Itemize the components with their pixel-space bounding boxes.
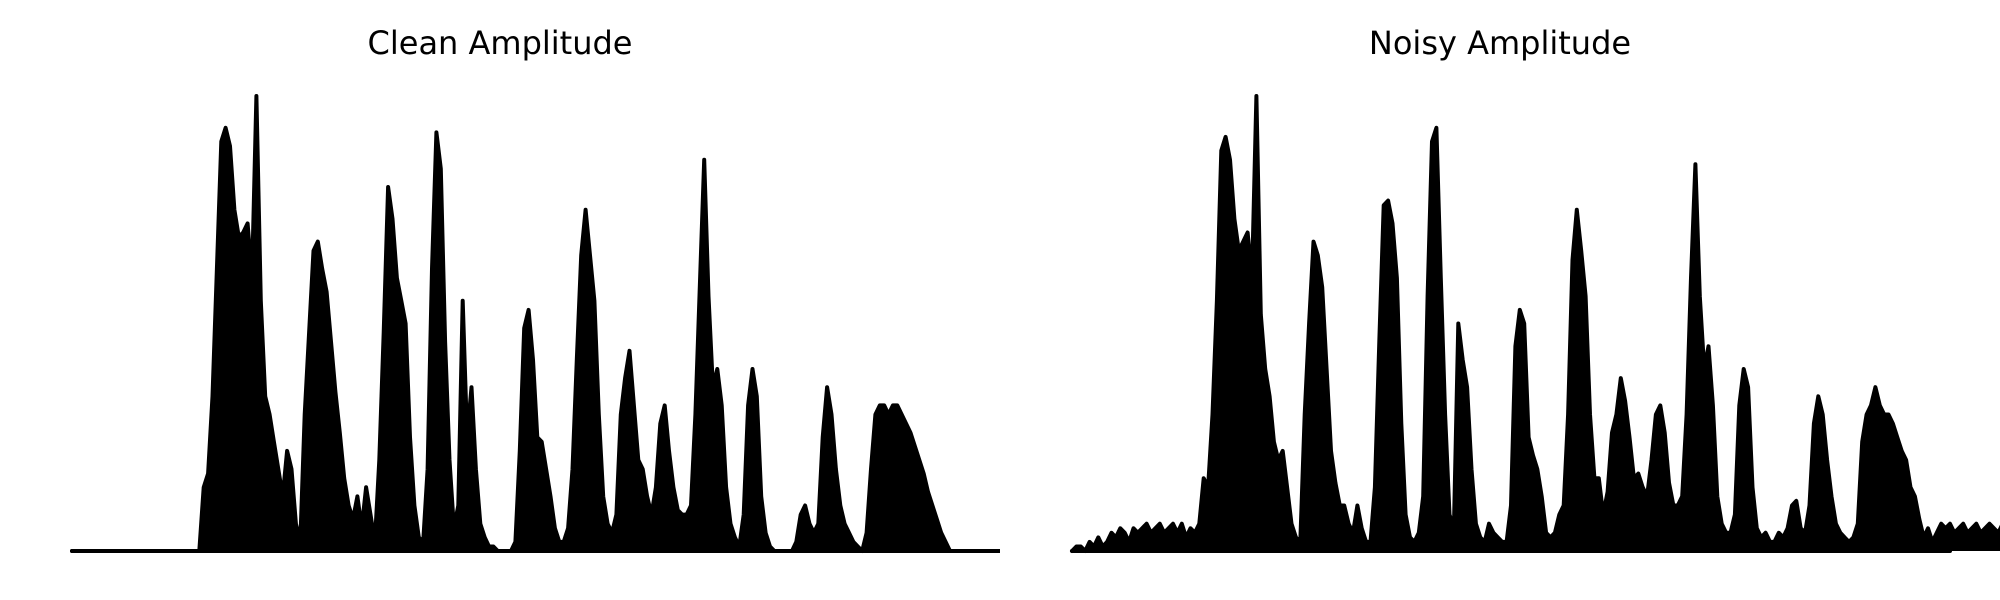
amplitude-area	[72, 96, 1000, 551]
amplitude-line	[1070, 94, 2000, 553]
clean-amplitude-plot	[70, 94, 1000, 553]
chart-title: Clean Amplitude	[367, 24, 633, 62]
clean-amplitude-panel: Clean Amplitude	[70, 24, 1000, 553]
chart-title: Noisy Amplitude	[1368, 24, 1632, 62]
noisy-amplitude-panel: Noisy Amplitude	[1000, 0, 2000, 600]
noisy-amplitude-plot	[1070, 94, 2000, 553]
amplitude-line	[70, 94, 1000, 553]
